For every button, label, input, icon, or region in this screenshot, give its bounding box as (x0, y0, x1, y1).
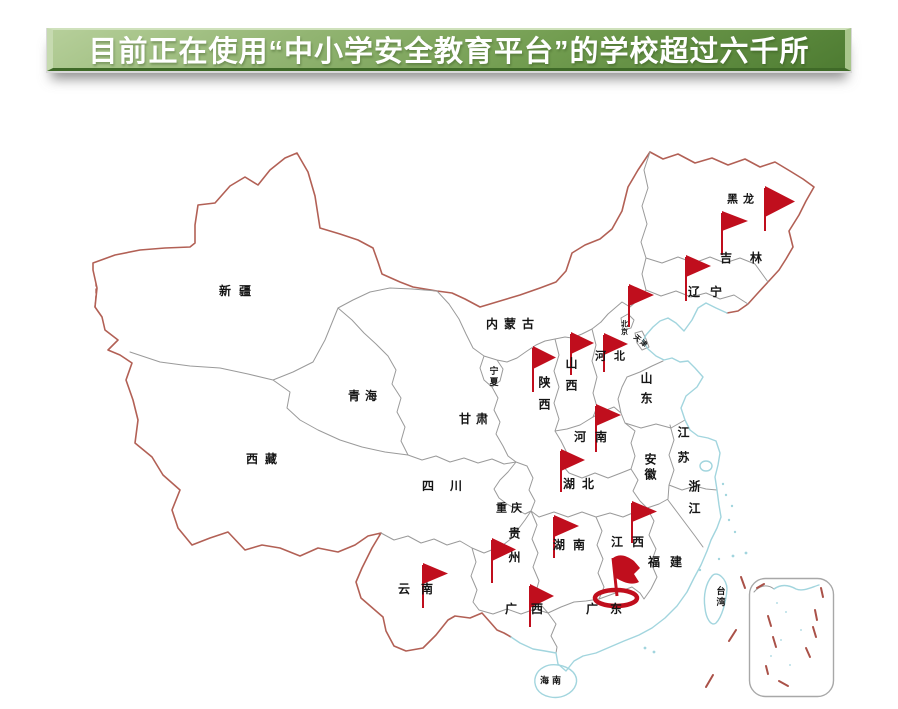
disputed-border-dashes (94, 283, 97, 308)
flag-marker-山西 (570, 332, 594, 375)
china-border-north-west (92, 151, 651, 652)
province-borders-east (646, 424, 718, 548)
taihu-lake (699, 460, 713, 472)
flag-marker-陕西 (532, 346, 556, 392)
guangdong-flag-marker (592, 555, 640, 609)
province-borders-west (129, 287, 438, 456)
inset-coast-blue (773, 584, 820, 591)
flag-marker-云南 (422, 563, 448, 608)
province-borders-central (493, 461, 648, 518)
beijing-tianjin-outline (620, 313, 650, 351)
coastline (510, 302, 728, 672)
flag-marker-吉林 (721, 211, 748, 255)
china-border-northeast (649, 151, 815, 314)
flag-marker-辽宁 (685, 255, 711, 301)
province-borders-shaanxi-gansu (407, 328, 598, 465)
flag-marker-湖南 (553, 515, 579, 558)
banner-title: 目前正在使用“中小学安全教育平台”的学校超过六千所 (88, 36, 810, 68)
province-borders-southeast (595, 507, 658, 600)
province-borders-north-china-plain (560, 360, 686, 479)
nine-dash-line (756, 583, 824, 687)
flag-marker-河北 (603, 333, 628, 372)
province-borders-northeast (600, 151, 769, 323)
south-china-sea-inset (748, 577, 835, 698)
flag-marker-北京 (628, 284, 654, 327)
taiwan-strait-dashes (705, 576, 746, 688)
flag-marker-湖北 (560, 449, 585, 492)
taiwan-island (703, 573, 728, 625)
flag-marker-贵州 (491, 538, 516, 583)
province-borders-southwest (380, 510, 549, 615)
flag-marker-江西 (631, 501, 657, 543)
banner: 目前正在使用“中小学安全教育平台”的学校超过六千所 (47, 28, 851, 71)
province-borders-south (547, 598, 600, 654)
flag-marker-广西 (529, 584, 554, 627)
inset-islets (770, 602, 802, 666)
inset-frame (748, 577, 835, 698)
flag-marker-河南 (595, 404, 621, 452)
flag-marker-黑龙江 (764, 186, 795, 231)
offshore-islets (643, 482, 748, 654)
hainan-island (534, 664, 578, 699)
inset-coast-gray (753, 585, 775, 593)
flag-markers (422, 186, 795, 627)
